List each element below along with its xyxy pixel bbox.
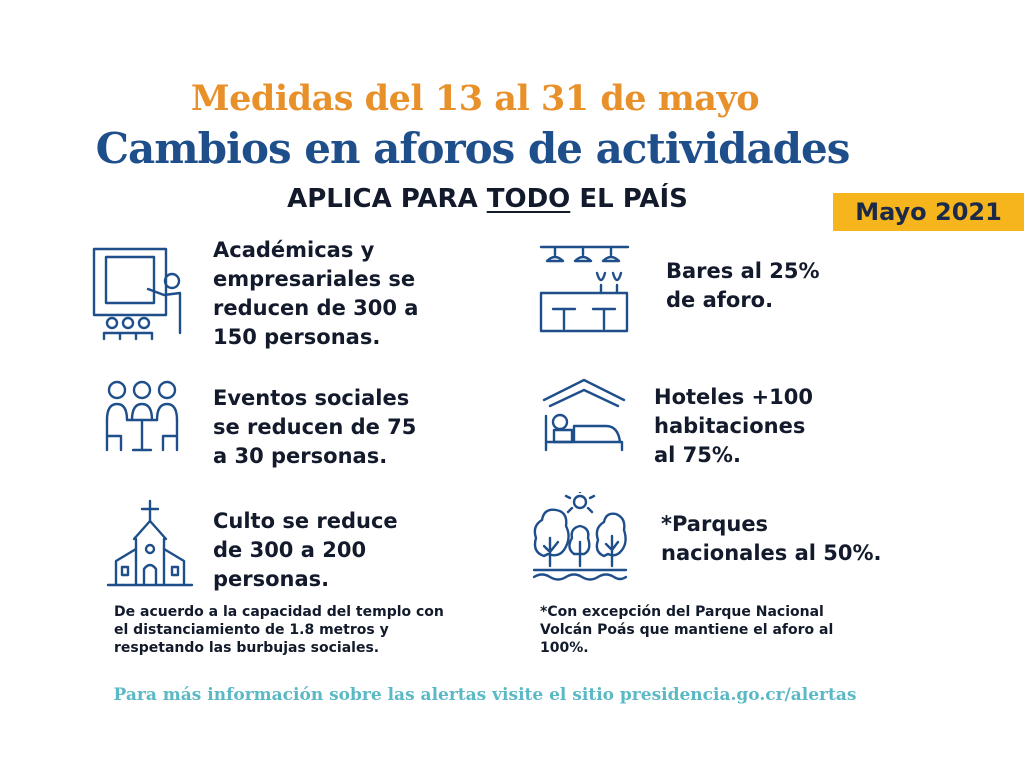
subtitle-pre: APLICA PARA [287,184,487,214]
culto-note-line: el distanciamiento de 1.8 metros y [114,622,389,638]
bar-counter-icon [539,245,630,333]
parques-note-line: Volcán Poás que mantiene el aforo al [540,622,834,638]
culto-note: De acuerdo a la capacidad del templo con… [114,603,444,657]
date-badge: Mayo 2021 [833,193,1024,231]
parques-note-line: *Con excepción del Parque Nacional [540,604,824,620]
culto-note-line: respetando las burbujas sociales. [114,640,380,656]
parques-note: *Con excepción del Parque Nacional Volcá… [540,603,833,657]
national-park-icon [532,492,628,581]
academicas-line: Académicas y [213,238,375,262]
culto-note-line: De acuerdo a la capacidad del templo con [114,604,444,620]
eventos-text: Eventos sociales se reducen de 75 a 30 p… [213,384,416,471]
academicas-line: empresariales se [213,267,416,291]
academicas-text: Académicas y empresariales se reducen de… [213,236,418,352]
hoteles-text: Hoteles +100 habitaciones al 75%. [654,383,813,470]
subtitle-underlined: TODO [486,184,571,214]
academicas-line: 150 personas. [213,325,381,349]
parques-line: *Parques [661,512,769,536]
hotel-bed-icon [542,378,626,452]
hoteles-line: al 75%. [654,443,741,467]
bares-text: Bares al 25% de aforo. [666,257,820,315]
footer-info: Para más información sobre las alertas v… [113,685,857,705]
bares-line: de aforo. [666,288,774,312]
title-dates: Medidas del 13 al 31 de mayo [190,78,760,119]
parques-note-line: 100%. [540,640,589,656]
eventos-line: se reducen de 75 [213,415,417,439]
bares-line: Bares al 25% [666,259,820,283]
culto-line: personas. [213,567,330,591]
eventos-line: Eventos sociales [213,386,410,410]
social-gathering-icon [105,380,179,452]
subtitle-post: EL PAÍS [570,184,688,214]
parques-text: *Parques nacionales al 50%. [661,510,882,568]
culto-line: Culto se reduce [213,509,398,533]
church-icon [106,499,194,587]
culto-line: de 300 a 200 [213,538,367,562]
academicas-line: reducen de 300 a [213,296,419,320]
culto-text: Culto se reduce de 300 a 200 personas. [213,507,398,594]
subtitle: APLICA PARA TODO EL PAÍS [0,184,975,214]
hoteles-line: Hoteles +100 [654,385,813,409]
parques-line: nacionales al 50%. [661,541,882,565]
classroom-presentation-icon [92,247,182,341]
page-title: Cambios en aforos de actividades [95,124,851,173]
eventos-line: a 30 personas. [213,444,388,468]
hoteles-line: habitaciones [654,414,806,438]
